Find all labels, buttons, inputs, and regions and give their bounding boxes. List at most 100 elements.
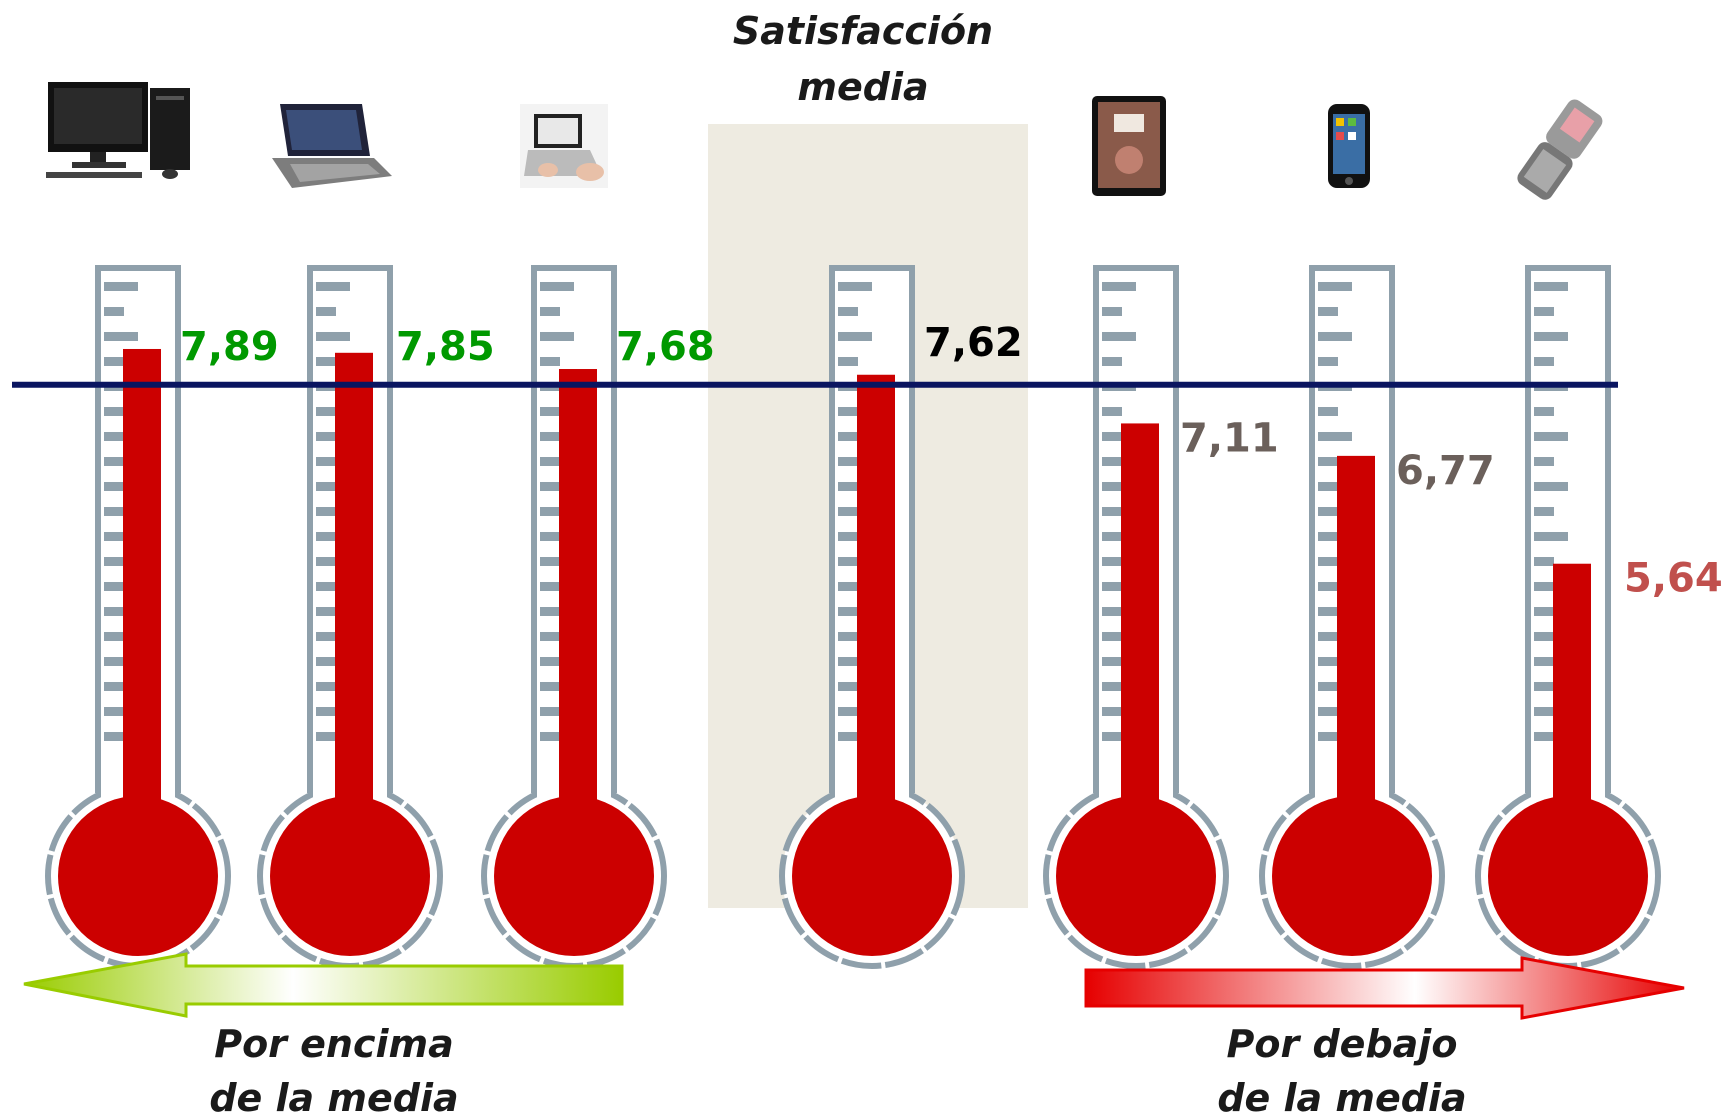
thermometer-tick	[540, 532, 574, 541]
mercury-bulb	[494, 796, 654, 956]
thermometer-tick	[540, 482, 574, 491]
thermometer-tick	[1534, 607, 1554, 616]
thermometer-tick	[1318, 407, 1338, 416]
thermometer-tick	[1102, 307, 1122, 316]
thermometer-tick	[1318, 332, 1352, 341]
thermometer-tick	[1534, 657, 1554, 666]
thermometer-tick	[838, 632, 872, 641]
thermometer-tick	[1102, 457, 1122, 466]
thermometer-tick	[1534, 482, 1568, 491]
thermometer-tick	[316, 282, 350, 291]
value-label: 7,11	[1180, 415, 1279, 461]
value-labels: 7,89 7,85 7,68 7,62 7,11 6,77 5,64	[180, 320, 1722, 602]
mercury-bulb	[1488, 796, 1648, 956]
tablet-icon	[1092, 96, 1166, 196]
thermometer-tick	[104, 657, 124, 666]
thermometer-tick	[1534, 582, 1568, 591]
thermometer-tick	[1102, 507, 1122, 516]
thermometer	[481, 265, 667, 969]
thermometer-tick	[838, 557, 858, 566]
thermometer-tick	[316, 682, 350, 691]
mercury-bulb	[58, 796, 218, 956]
thermometer-tick	[104, 507, 124, 516]
value-label: 7,85	[396, 324, 495, 370]
thermometer-tick	[316, 657, 336, 666]
thermometer-tick	[1534, 707, 1554, 716]
thermometer-tick	[540, 707, 560, 716]
thermometer-tick	[1318, 557, 1338, 566]
thermometer-tick	[316, 632, 350, 641]
smartphone-icon	[1328, 104, 1370, 188]
thermometer-tick	[540, 632, 574, 641]
thermometer-tick	[316, 307, 336, 316]
thermometer-tick	[104, 732, 138, 741]
thermometer-tick	[1102, 657, 1122, 666]
thermometer-tick	[540, 682, 574, 691]
below-average-caption-line-1: Por debajo	[1227, 1022, 1458, 1066]
mercury-column	[559, 369, 597, 876]
thermometer-tick	[1318, 507, 1338, 516]
thermometer-tick	[1318, 582, 1352, 591]
thermometer-tick	[1318, 732, 1352, 741]
thermometer-tick	[540, 607, 560, 616]
thermometer-tick	[838, 332, 872, 341]
mercury-bulb	[270, 796, 430, 956]
thermometer-tick	[316, 507, 336, 516]
thermometer	[1475, 265, 1661, 969]
thermometer-tick	[104, 532, 138, 541]
below-average-caption-line-2: de la media	[1217, 1076, 1466, 1117]
value-label: 7,62	[924, 320, 1023, 366]
mercury-column	[857, 374, 895, 876]
thermometer-tick	[838, 582, 872, 591]
thermometer-tick	[838, 607, 858, 616]
thermometer-tick	[1534, 732, 1568, 741]
above-average-arrow	[23, 952, 624, 1018]
thermometer-tick	[838, 407, 858, 416]
thermometer-tick	[316, 532, 350, 541]
thermometer-tick	[838, 507, 858, 516]
laptop-icon	[272, 104, 392, 188]
thermometer-tick	[1102, 532, 1136, 541]
mercury-column	[335, 352, 373, 876]
thermometer-tick	[316, 607, 336, 616]
thermometer-tick	[540, 507, 560, 516]
thermometer-tick	[104, 632, 138, 641]
value-label: 5,64	[1624, 556, 1722, 602]
thermometer-tick	[104, 582, 138, 591]
value-label: 7,68	[616, 324, 715, 370]
thermometer-tick	[1318, 432, 1352, 441]
thermometer-tick	[1318, 457, 1338, 466]
thermometer-tick	[1534, 507, 1554, 516]
thermometer-tick	[1102, 482, 1136, 491]
thermometer-tick	[1534, 557, 1554, 566]
thermometer-tick	[316, 432, 350, 441]
thermometer-tick	[838, 657, 858, 666]
above-average-caption-line-2: de la media	[209, 1076, 458, 1117]
thermometer-tick	[104, 682, 138, 691]
below-average-arrow	[1084, 956, 1685, 1020]
thermometer-tick	[1102, 682, 1136, 691]
value-label: 7,89	[180, 324, 279, 370]
thermometer-tick	[1102, 357, 1122, 366]
thermometer-tick	[316, 332, 350, 341]
thermometer-tick	[1318, 607, 1338, 616]
flip-phone-icon	[1517, 99, 1603, 200]
thermometer-tick	[1102, 407, 1122, 416]
thermometer-tick	[104, 432, 138, 441]
thermometer-tick	[104, 332, 138, 341]
thermometer	[1043, 265, 1229, 969]
thermometer-tick	[1534, 282, 1568, 291]
thermometer	[779, 265, 965, 969]
chart-title-line-2: media	[797, 65, 928, 109]
thermometer-tick	[838, 282, 872, 291]
thermometer-tick	[838, 357, 858, 366]
thermometer-tick	[104, 407, 124, 416]
thermometer-tick	[1534, 307, 1554, 316]
thermometer-tick	[104, 282, 138, 291]
thermometer-tick	[540, 582, 574, 591]
thermometer-tick	[1102, 707, 1122, 716]
thermometer-tick	[1318, 707, 1338, 716]
thermometer-tick	[838, 682, 872, 691]
thermometer-tick	[838, 732, 872, 741]
thermometer-tick	[104, 557, 124, 566]
